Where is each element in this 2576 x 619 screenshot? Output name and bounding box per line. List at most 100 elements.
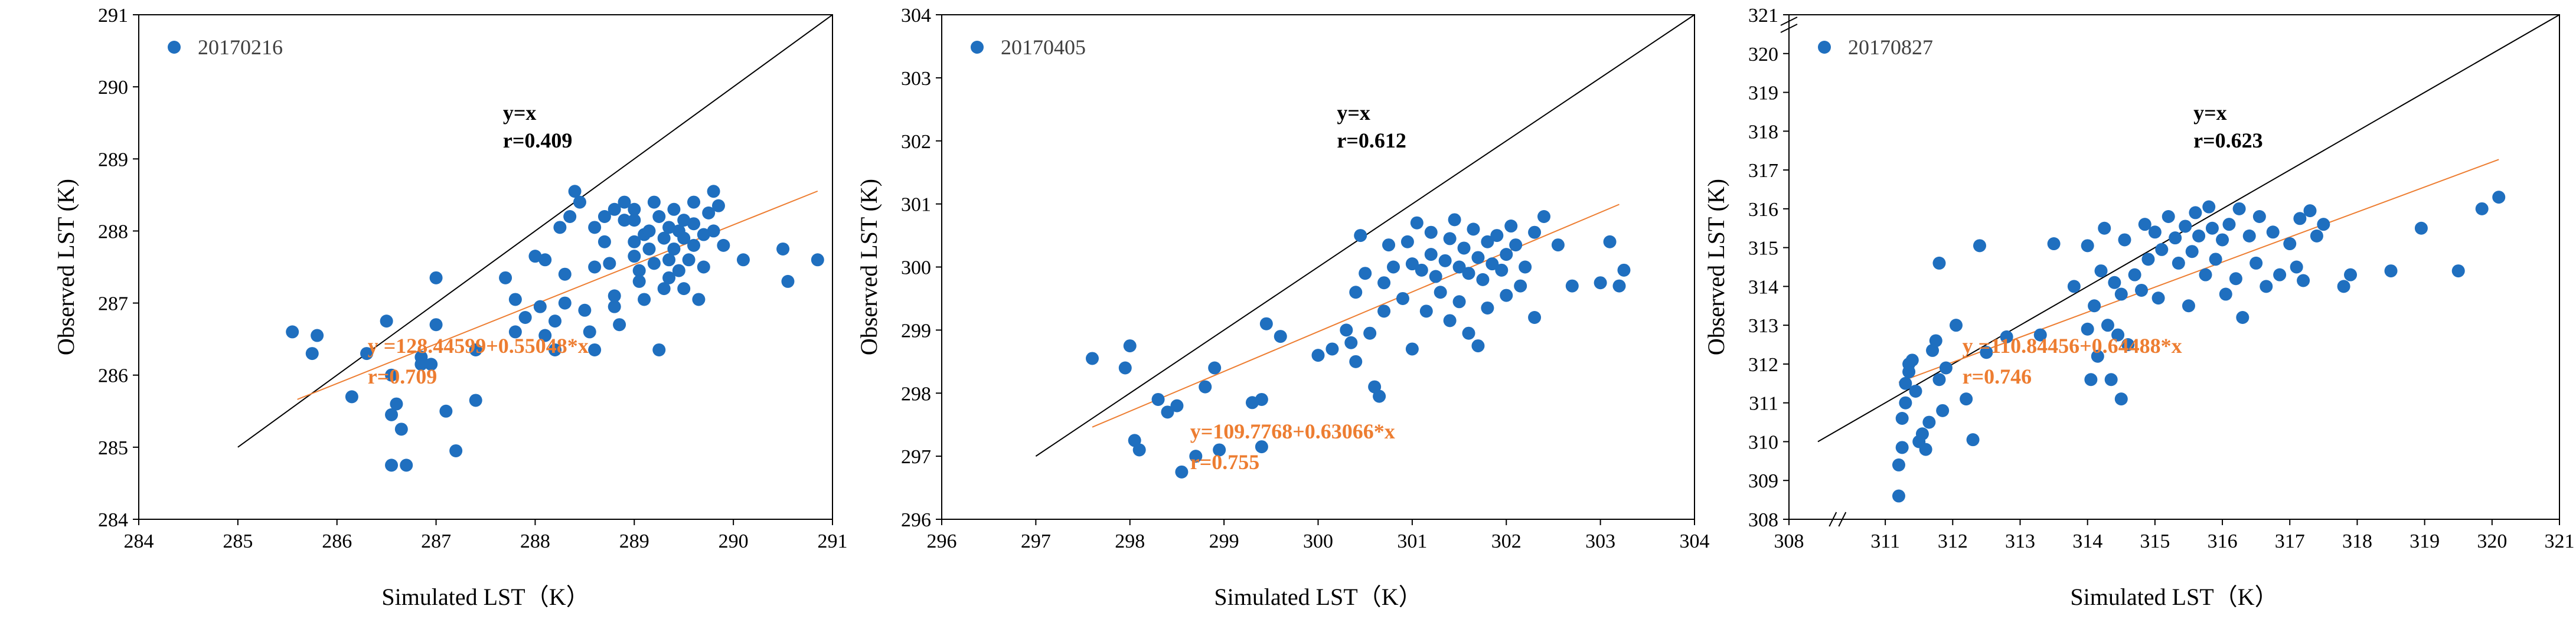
identity-line (237, 14, 833, 448)
data-point (1960, 392, 1973, 406)
data-point (1519, 260, 1532, 274)
data-point (2135, 283, 2149, 297)
data-point (1086, 352, 1099, 365)
data-point (400, 458, 413, 472)
identity-r-label: r=0.409 (503, 129, 573, 152)
data-point (1349, 355, 1363, 368)
chart-panel-2: 296 297 298 299 300 301 302 303 304 296 297 298 299 3… (856, 5, 1710, 610)
data-point (425, 358, 438, 371)
x-tick-label: 320 (2477, 530, 2507, 552)
data-point (1612, 279, 1626, 293)
y-tick-label: 319 (1748, 83, 1778, 104)
data-point (2216, 233, 2229, 247)
data-point (608, 300, 621, 313)
data-point (1363, 326, 1377, 340)
data-point (1892, 458, 1905, 471)
fit-equation-label: y =110.84456+0.64488*x (1963, 334, 2182, 358)
data-point (1373, 389, 1386, 403)
data-point (2492, 191, 2506, 204)
y-tick-label: 302 (901, 131, 931, 153)
data-point (667, 242, 681, 256)
data-point (1349, 286, 1363, 299)
x-axis-title: Simulated LST（K） (1214, 584, 1422, 610)
data-point (2310, 229, 2323, 243)
x-tick-label: 290 (719, 530, 749, 552)
data-point (558, 267, 572, 281)
data-point (1325, 342, 1339, 356)
data-point (1443, 314, 1457, 327)
data-point (499, 271, 512, 284)
data-point (1462, 326, 1475, 340)
data-point (603, 257, 616, 270)
data-point (687, 217, 700, 231)
y-tick-label: 315 (1748, 238, 1778, 260)
data-point (1500, 248, 1513, 261)
x-tick-label: 313 (2005, 530, 2035, 552)
data-point (1443, 232, 1457, 245)
data-point (1344, 336, 1358, 349)
data-point (2290, 260, 2303, 274)
data-point (2344, 268, 2358, 281)
data-point (2283, 237, 2297, 251)
data-point (1424, 225, 1438, 239)
y-axis-title: Observed LST (K) (53, 179, 79, 355)
legend-marker (1818, 41, 1831, 54)
y-tick-label: 310 (1748, 431, 1778, 453)
data-point (588, 343, 602, 356)
data-point (632, 274, 646, 288)
data-point (1377, 276, 1391, 290)
x-tick-label: 301 (1397, 530, 1427, 552)
x-axis-title: Simulated LST（K） (381, 584, 589, 610)
fit-line (297, 190, 818, 400)
data-point (1415, 263, 1428, 277)
x-tick-label: 296 (927, 530, 957, 552)
data-point (662, 253, 676, 267)
data-point (1213, 443, 1226, 457)
y-tick-label: 314 (1748, 276, 1778, 298)
data-point (1151, 392, 1165, 406)
data-point (1905, 353, 1919, 367)
data-point (1481, 301, 1494, 315)
data-point (647, 195, 661, 209)
data-point (2303, 204, 2317, 218)
data-point (286, 325, 299, 339)
data-point (662, 271, 676, 284)
x-tick-label: 311 (1870, 530, 1900, 552)
data-point (1419, 304, 1433, 318)
data-point (2202, 200, 2216, 214)
data-point (1895, 412, 1909, 425)
data-point (1895, 441, 1909, 454)
y-axis-title: Observed LST (K) (1703, 179, 1729, 355)
data-point (717, 238, 730, 252)
y-tick-label: 312 (1748, 354, 1778, 376)
data-point (1377, 304, 1391, 318)
data-point (2000, 330, 2013, 343)
data-point (638, 293, 651, 306)
data-point (642, 242, 656, 256)
identity-label: y=x (2193, 101, 2227, 125)
x-tick-label: 308 (1774, 530, 1804, 552)
data-point (652, 343, 666, 356)
data-point (1311, 349, 1325, 362)
y-tick-label: 289 (98, 149, 128, 171)
data-point (2128, 268, 2141, 281)
identity-label: y=x (503, 101, 537, 125)
data-point (1939, 361, 1953, 375)
data-point (2138, 218, 2151, 231)
data-point (628, 214, 641, 227)
data-point (439, 404, 453, 418)
data-point (469, 394, 482, 407)
data-point (682, 253, 696, 267)
data-point (1354, 229, 1367, 243)
y-axis-break-mark (1780, 17, 1798, 26)
data-point (2451, 264, 2465, 278)
data-point (2273, 268, 2287, 281)
x-axis-break-mark (1829, 512, 1837, 527)
fit-r-label: r=0.755 (1190, 450, 1260, 474)
y-tick-label: 298 (901, 383, 931, 405)
data-point (2118, 233, 2131, 247)
data-point (618, 214, 631, 227)
y-tick-label: 304 (901, 5, 931, 27)
data-point (2104, 373, 2118, 387)
data-point (1603, 235, 1617, 248)
